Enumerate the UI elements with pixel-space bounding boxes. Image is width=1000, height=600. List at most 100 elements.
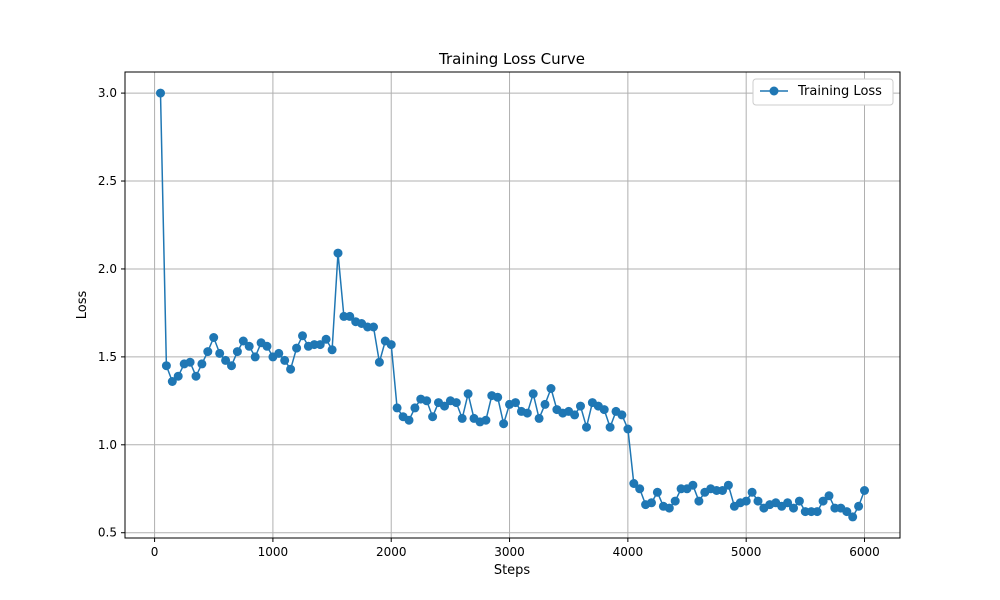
training-loss-point [298, 331, 307, 341]
training-loss-point [451, 398, 461, 408]
x-axis-label: Steps [494, 563, 531, 578]
training-loss-point [664, 503, 674, 513]
training-loss-point [392, 403, 402, 413]
training-loss-point [652, 487, 662, 497]
y-tick-label: 1.0 [98, 438, 117, 452]
training-loss-point [215, 348, 225, 358]
x-tick-label: 2000 [376, 545, 407, 559]
axis-ticks: 0 1000 2000 3000 4000 5000 6000 0.5 1.0 1.5 2.0 2.5… [98, 86, 880, 559]
training-loss-point [540, 399, 550, 409]
training-loss-line [159, 93, 866, 518]
training-loss-point [635, 484, 645, 494]
training-loss-point [280, 355, 290, 365]
training-loss-point [582, 422, 591, 432]
y-axis-label: Loss [75, 291, 90, 320]
training-loss-point [723, 480, 733, 490]
training-loss-point [789, 503, 798, 513]
training-loss-point [848, 512, 858, 522]
y-tick-label: 2.5 [98, 174, 117, 188]
training-loss-point [842, 507, 852, 517]
training-loss-point [315, 340, 325, 350]
y-tick-label: 0.5 [98, 526, 117, 540]
training-loss-point [493, 392, 503, 402]
training-loss-point [522, 408, 532, 418]
training-loss-point [327, 345, 337, 355]
x-tick-label: 1000 [258, 545, 289, 559]
training-loss-point [753, 496, 763, 506]
training-loss-point [333, 248, 343, 258]
training-loss-point [860, 486, 869, 495]
y-tick-label: 2.0 [98, 262, 117, 276]
training-loss-point [528, 389, 538, 399]
grid-lines [125, 72, 900, 538]
training-loss-point [262, 341, 272, 351]
x-tick-label: 0 [151, 545, 159, 559]
training-loss-point [623, 424, 633, 434]
training-loss-point [511, 398, 520, 408]
training-loss-point [440, 401, 449, 411]
training-loss-point [783, 498, 793, 508]
training-loss-point [818, 496, 828, 506]
training-loss-point [292, 343, 302, 353]
training-loss-point [670, 496, 680, 506]
training-loss-point [410, 403, 420, 413]
y-tick-label: 3.0 [98, 86, 117, 100]
x-tick-label: 5000 [731, 545, 762, 559]
legend-entry-training-loss: Training Loss [797, 84, 882, 99]
legend: Training Loss [752, 78, 894, 106]
training-loss-point [369, 322, 378, 332]
training-loss-point [570, 410, 580, 420]
training-loss-point [345, 311, 355, 321]
training-loss-point [173, 371, 183, 381]
training-loss-point [238, 336, 248, 346]
training-loss-point [209, 333, 219, 342]
training-loss-point [694, 496, 704, 506]
training-loss-point [428, 412, 438, 422]
training-loss-point [386, 340, 396, 350]
training-loss-point [794, 496, 804, 506]
training-loss-point [185, 357, 195, 367]
training-loss-point [599, 405, 609, 415]
x-tick-label: 4000 [613, 545, 644, 559]
training-loss-point [812, 507, 822, 517]
training-loss-point [221, 355, 231, 365]
training-loss-point [605, 422, 615, 432]
training-loss-point [457, 413, 467, 423]
training-loss-point [197, 359, 207, 369]
training-loss-point [286, 364, 296, 374]
training-loss-point [404, 415, 414, 425]
training-loss-point [463, 389, 473, 399]
y-tick-label: 1.5 [98, 350, 117, 364]
training-loss-point [546, 384, 556, 393]
plot-area-frame [124, 71, 901, 539]
series-layer [156, 88, 869, 522]
training-loss-point [688, 480, 698, 490]
training-loss-point [647, 498, 656, 508]
training-loss-point [167, 377, 177, 386]
training-loss-point [374, 357, 384, 367]
training-loss-point [232, 347, 242, 357]
training-loss-point [203, 347, 213, 357]
training-loss-point [741, 496, 751, 506]
training-loss-point [422, 396, 432, 406]
training-loss-point [499, 419, 509, 429]
training-loss-point [576, 401, 585, 411]
legend-marker-sample [769, 86, 779, 96]
x-tick-label: 6000 [849, 545, 880, 559]
training-loss-point [191, 371, 201, 381]
training-loss-point [481, 415, 491, 425]
training-loss-point [227, 361, 236, 371]
training-loss-point [718, 486, 727, 495]
training-loss-point [617, 410, 627, 420]
training-loss-point [156, 88, 165, 98]
x-tick-label: 3000 [494, 545, 525, 559]
training-loss-point [161, 361, 171, 371]
training-loss-point [244, 341, 254, 351]
training-loss-point [321, 334, 331, 344]
training-loss-point [824, 491, 834, 501]
chart-title: Training Loss Curve [438, 50, 585, 68]
training-loss-point [854, 501, 864, 511]
training-loss-point [534, 413, 544, 423]
legend-box [752, 78, 894, 106]
